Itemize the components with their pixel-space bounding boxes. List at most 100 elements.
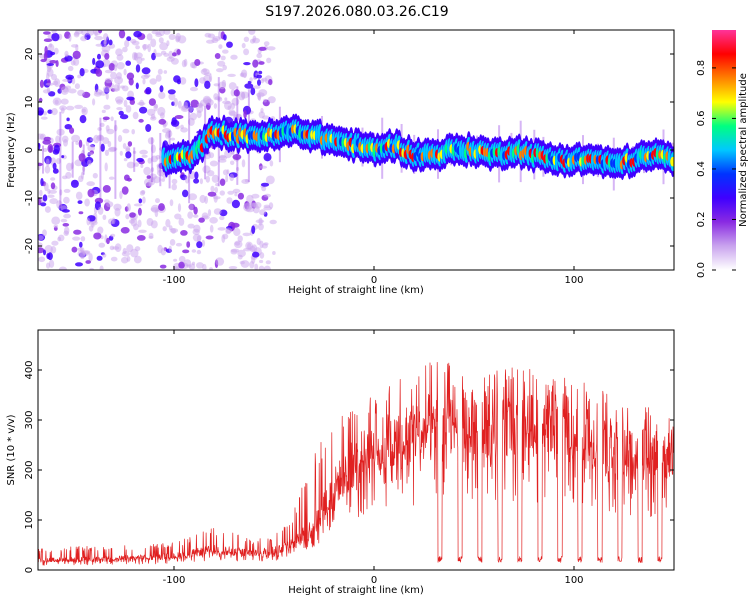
- heatmap-noise-cell: [45, 158, 50, 167]
- heatmap-noise-cell: [82, 166, 86, 172]
- heatmap-noise-cell: [63, 226, 70, 235]
- heatmap-noise-cell: [46, 63, 54, 66]
- heatmap-noise-cell: [126, 72, 135, 81]
- heatmap-noise-cell: [148, 232, 154, 239]
- heatmap-noise-cell: [263, 206, 273, 211]
- heatmap-noise-cell: [263, 242, 269, 246]
- heatmap-noise-cell: [85, 260, 91, 264]
- heatmap-noise-cell: [168, 245, 172, 253]
- heatmap-noise-cell: [202, 165, 211, 174]
- heatmap-noise-cell: [173, 97, 178, 107]
- heatmap-noise-cell: [49, 43, 53, 48]
- heatmap-noise-cell: [194, 171, 199, 180]
- heatmap-noise-cell: [138, 229, 147, 233]
- heatmap-streak: [151, 137, 154, 182]
- heatmap-noise-cell: [196, 241, 203, 249]
- heatmap-noise-cell: [184, 175, 190, 184]
- heatmap-noise-cell: [209, 224, 214, 233]
- heatmap-noise-cell: [230, 102, 236, 110]
- heatmap-noise-cell: [75, 191, 83, 200]
- heatmap-streak: [42, 145, 44, 174]
- heatmap-noise-cell: [199, 178, 203, 185]
- heatmap-noise-cell: [170, 137, 176, 141]
- x-tick-label: -100: [163, 275, 186, 286]
- heatmap-noise-cell: [104, 69, 113, 74]
- heatmap-noise-cell: [44, 165, 51, 174]
- heatmap-noise-cell: [257, 95, 262, 101]
- heatmap-noise-cell: [237, 254, 243, 260]
- heatmap-noise-cell: [267, 96, 276, 104]
- heatmap-noise-cell: [116, 61, 125, 70]
- heatmap-noise-cell: [146, 33, 153, 41]
- heatmap-noise-cell: [213, 208, 222, 215]
- heatmap-noise-cell: [42, 139, 51, 145]
- heatmap-noise-cell: [213, 103, 218, 109]
- y-tick-label: 400: [24, 360, 35, 379]
- heatmap-noise-cell: [129, 212, 136, 218]
- heatmap-noise-cell: [187, 211, 194, 219]
- heatmap-noise-cell: [46, 262, 51, 269]
- heatmap-noise-cell: [91, 222, 95, 228]
- snr-frame: [37, 329, 675, 571]
- heatmap-noise-cell: [155, 74, 162, 82]
- heatmap-noise-cell: [53, 144, 61, 154]
- heatmap-noise-cell: [212, 36, 221, 42]
- heatmap-noise-cell: [47, 194, 55, 198]
- heatmap-noise-cell: [66, 162, 73, 172]
- heatmap-noise-cell: [163, 30, 171, 35]
- heatmap-noise-cell: [115, 48, 123, 56]
- heatmap-noise-cell: [260, 182, 270, 187]
- heatmap-noise-cell: [255, 219, 265, 224]
- heatmap-noise-cell: [77, 89, 85, 97]
- y-tick-label: 0: [24, 567, 35, 573]
- heatmap-noise-cell: [126, 96, 135, 101]
- heatmap-noise-cell: [179, 77, 187, 85]
- heatmap-noise-cell: [145, 124, 152, 132]
- heatmap-noise-cell: [232, 154, 242, 160]
- heatmap-noise-cell: [159, 264, 167, 269]
- heatmap-noise-cell: [209, 267, 213, 270]
- heatmap-streak: [59, 111, 62, 208]
- heatmap-noise-cell: [223, 34, 227, 41]
- heatmap-noise-cell: [131, 40, 140, 46]
- heatmap-noise-cell: [51, 108, 58, 116]
- heatmap-noise-cell: [68, 88, 77, 94]
- heatmap-noise-cell: [133, 203, 143, 207]
- heatmap-noise-cell: [146, 218, 154, 226]
- heatmap-noise-cell: [112, 88, 119, 92]
- heatmap-noise-cell: [213, 83, 220, 87]
- heatmap-noise-cell: [79, 241, 83, 248]
- heatmap-noise-cell: [47, 144, 54, 153]
- heatmap-noise-cell: [71, 77, 76, 85]
- heatmap-noise-cell: [125, 105, 132, 113]
- heatmap-noise-cell: [158, 203, 165, 211]
- heatmap-noise-cell: [203, 72, 212, 76]
- heatmap-noise-cell: [218, 159, 227, 163]
- heatmap-noise-cell: [72, 236, 81, 241]
- heatmap-noise-cell: [51, 216, 61, 225]
- heatmap-noise-cell: [133, 30, 142, 38]
- heatmap-noise-cell: [65, 105, 75, 111]
- heatmap-noise-cell: [243, 62, 251, 66]
- heatmap-noise-cell: [38, 133, 44, 140]
- heatmap-noise-cell: [202, 68, 208, 73]
- x-tick-label: 100: [564, 575, 583, 586]
- heatmap-noise-cell: [219, 215, 225, 221]
- heatmap-noise-cell: [243, 36, 250, 42]
- heatmap-noise-cell: [101, 45, 111, 53]
- heatmap-noise-cell: [95, 60, 105, 69]
- heatmap-noise-cell: [102, 253, 107, 258]
- heatmap-noise-cell: [168, 50, 174, 60]
- y-tick-label: -20: [24, 238, 35, 254]
- snr-panel: -100 0 100 0 100 200 300 400 Height of straight…: [6, 329, 675, 596]
- heatmap-noise-cell: [201, 239, 206, 247]
- heatmap-noise-cell: [251, 225, 256, 234]
- heatmap-noise-cell: [258, 61, 265, 65]
- heatmap-noise-cell: [191, 249, 197, 253]
- heatmap-noise-cell: [59, 105, 67, 111]
- heatmap-noise-cell: [99, 122, 105, 128]
- heatmap-noise-cell: [250, 87, 256, 96]
- heatmap-noise-cell: [260, 107, 264, 114]
- heatmap-noise-cell: [219, 178, 226, 186]
- heatmap-streak: [99, 117, 102, 202]
